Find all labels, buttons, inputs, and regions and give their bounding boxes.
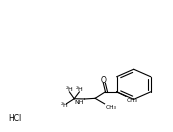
Text: $^{2}$H: $^{2}$H [65,85,74,94]
Text: CH₃: CH₃ [106,105,117,110]
Text: O: O [101,76,107,85]
Text: CH₃: CH₃ [127,98,138,103]
Text: $^{2}$H: $^{2}$H [75,85,84,94]
Text: NH: NH [74,100,84,105]
Text: $^{2}$H: $^{2}$H [60,101,69,110]
Text: HCl: HCl [8,114,22,123]
